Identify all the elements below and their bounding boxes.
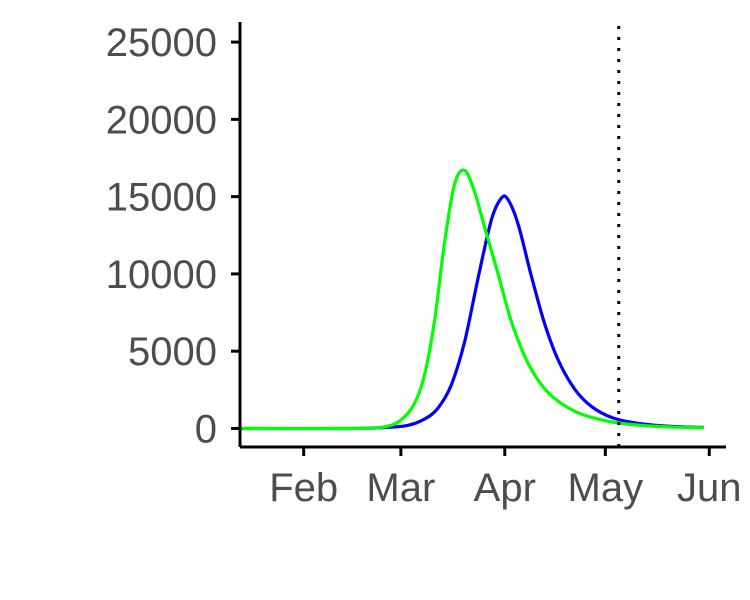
y-tick-label: 25000	[106, 21, 217, 65]
x-tick-label: Jun	[677, 466, 742, 510]
x-axis-ticks: Feb Mar Apr May Jun	[269, 447, 741, 510]
y-tick-label: 20000	[106, 98, 217, 142]
y-tick-label: 10000	[106, 253, 217, 297]
x-tick-label: Apr	[474, 466, 536, 510]
y-tick-label: 5000	[128, 330, 217, 374]
series-line-1	[238, 194, 705, 431]
x-tick-label: May	[568, 466, 644, 510]
y-tick-label: 0	[195, 407, 217, 451]
series-layer	[238, 168, 705, 431]
x-tick-label: Feb	[269, 466, 338, 510]
y-axis-ticks: 0 5000 10000 15000 20000 25000	[106, 21, 240, 451]
y-tick-label: 15000	[106, 176, 217, 220]
series-line-2	[238, 168, 705, 431]
x-tick-label: Mar	[366, 466, 435, 510]
